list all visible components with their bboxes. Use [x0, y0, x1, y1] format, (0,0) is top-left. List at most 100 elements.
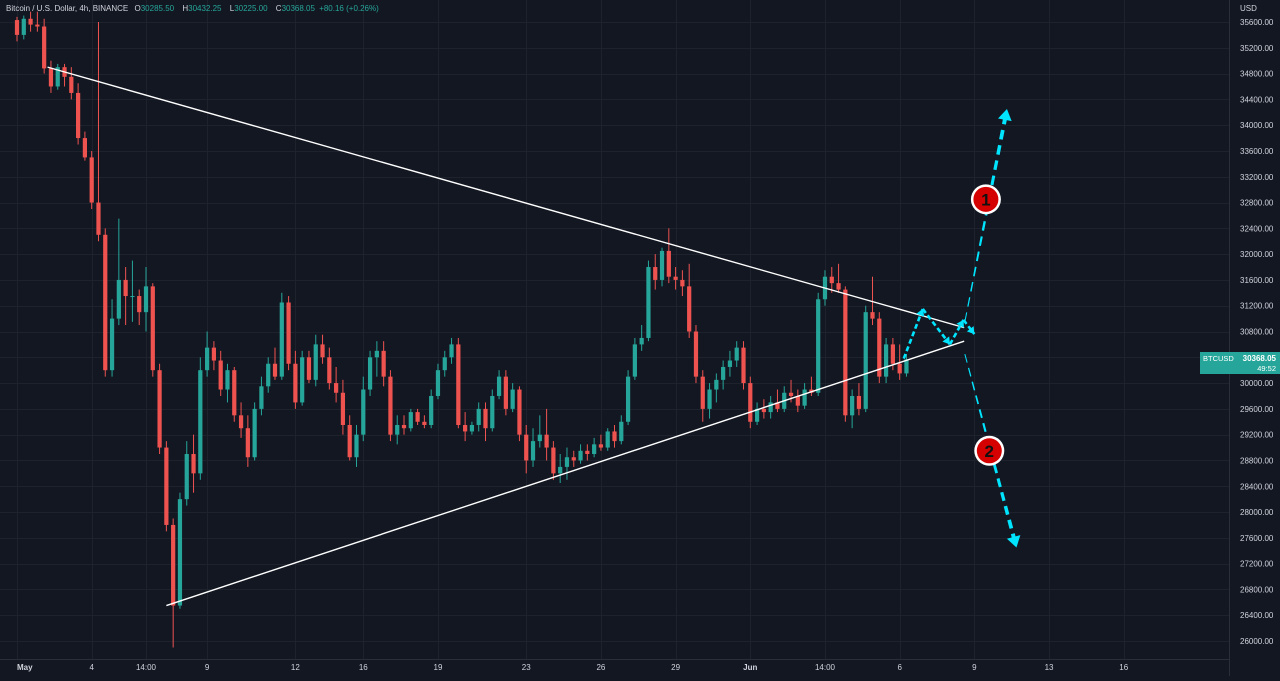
breakdown-arrow-segment [1007, 519, 1014, 529]
candle-body [659, 250, 665, 280]
candle-body [225, 370, 230, 390]
breakout-up-arrow-segment [964, 312, 968, 322]
breakdown-arrow-segment [1000, 491, 1006, 502]
breakout-up-arrow-segment [993, 160, 999, 171]
candle-body [76, 92, 81, 139]
price-tick-label: 28000.00 [1240, 508, 1274, 517]
marker-layer: 12 [970, 184, 1005, 466]
candle-body [693, 331, 699, 377]
time-tick-label: Jun [743, 663, 757, 672]
time-tick-label: 6 [897, 663, 902, 672]
candle-body [503, 376, 508, 409]
projection-arrowhead [966, 326, 975, 335]
price-tick-label: 29200.00 [1240, 431, 1274, 440]
candle-body [171, 524, 176, 606]
candle-body [320, 344, 325, 358]
grid-layer [0, 0, 1229, 659]
candle-body [157, 370, 162, 448]
projection-arrowhead [1006, 535, 1021, 548]
breakout-up-arrow-segment [973, 266, 977, 277]
candle-body [625, 376, 631, 422]
projection-arrowhead [956, 319, 964, 328]
projection-zigzag-segment [962, 319, 976, 335]
candle-body [259, 386, 264, 409]
candle-body [510, 389, 515, 409]
candle-body [313, 344, 318, 380]
scenario-marker-label: 1 [981, 190, 990, 209]
candle-body [361, 389, 366, 435]
candle-body [483, 408, 488, 429]
time-tick-label: 16 [359, 663, 368, 672]
candle-body [69, 76, 74, 93]
time-tick-label: 13 [1045, 663, 1054, 672]
price-axis[interactable]: 26000.00 26400.00 26800.00 27200.00 27600.00… [1240, 18, 1274, 646]
price-tick-label: 26400.00 [1240, 611, 1274, 620]
candle-body [700, 376, 705, 409]
candle-body [191, 454, 196, 474]
symbol-legend[interactable]: Bitcoin / U.S. Dollar, 4h, BINANCE O3028… [6, 4, 381, 13]
scenario-marker-label: 2 [985, 442, 994, 461]
candle-body [632, 344, 637, 377]
candle-body [300, 357, 305, 403]
candle-body [551, 447, 556, 474]
candle-body [395, 424, 400, 435]
price-tag-price: 30368.05 [1242, 354, 1276, 363]
candle-body [89, 157, 94, 203]
candle-body [727, 360, 733, 367]
candle-body [306, 357, 312, 380]
candle-body [150, 286, 155, 371]
candle-body [517, 389, 522, 435]
candle-body [42, 26, 47, 69]
candle-body [218, 360, 223, 390]
projection-arrowhead [942, 336, 950, 345]
candle-body [21, 18, 26, 35]
candle-body [211, 347, 217, 361]
symbol-title[interactable]: Bitcoin / U.S. Dollar, 4h, BINANCE [6, 4, 129, 13]
candle-body [680, 279, 685, 287]
price-tag-countdown: 49:52 [1257, 364, 1276, 373]
candle-body [205, 347, 210, 371]
candle-body [469, 424, 475, 432]
time-axis[interactable]: May 4 14:00 9 12 16 19 23 26 29 Jun 14:00 6 9 13 16 [17, 663, 1129, 672]
candle-body [476, 408, 481, 425]
price-tick-label: 28800.00 [1240, 456, 1274, 465]
price-tick-label: 31200.00 [1240, 302, 1274, 311]
candle-body [605, 431, 610, 448]
candle-body [829, 276, 834, 284]
price-tick-label: 35200.00 [1240, 44, 1274, 53]
price-tick-label: 31600.00 [1240, 276, 1274, 285]
time-tick-label: May [17, 663, 33, 672]
candle-body [374, 350, 379, 358]
candle-body [496, 376, 502, 396]
price-tick-label: 27200.00 [1240, 560, 1274, 569]
candle-body [35, 24, 40, 27]
candle-body [367, 357, 373, 390]
projection-arrowhead [916, 308, 925, 317]
trendline-layer [47, 66, 965, 607]
time-tick-label: 26 [596, 663, 605, 672]
candle-body [639, 337, 644, 345]
candle-body [537, 434, 542, 442]
breakdown-arrow-segment [1003, 505, 1010, 516]
price-tick-label: 26000.00 [1240, 637, 1274, 646]
candle-body [863, 312, 868, 409]
price-tick-label: 29600.00 [1240, 405, 1274, 414]
candle-layer [14, 11, 909, 648]
candle-body [177, 499, 183, 606]
candle-body [340, 392, 346, 425]
candle-body [666, 250, 671, 277]
candle-body [619, 421, 624, 442]
breakdown-arrow-segment [982, 422, 987, 432]
price-tick-label: 34800.00 [1240, 70, 1274, 79]
high-key: H [182, 4, 189, 13]
triangle-trendline [47, 66, 965, 329]
time-tick-label: 9 [205, 663, 210, 672]
candle-body [707, 389, 712, 409]
candle-body [123, 279, 128, 297]
projection-layer [902, 109, 1021, 548]
time-tick-label: 29 [671, 663, 680, 672]
candle-body [646, 267, 651, 338]
candle-body [286, 302, 291, 364]
